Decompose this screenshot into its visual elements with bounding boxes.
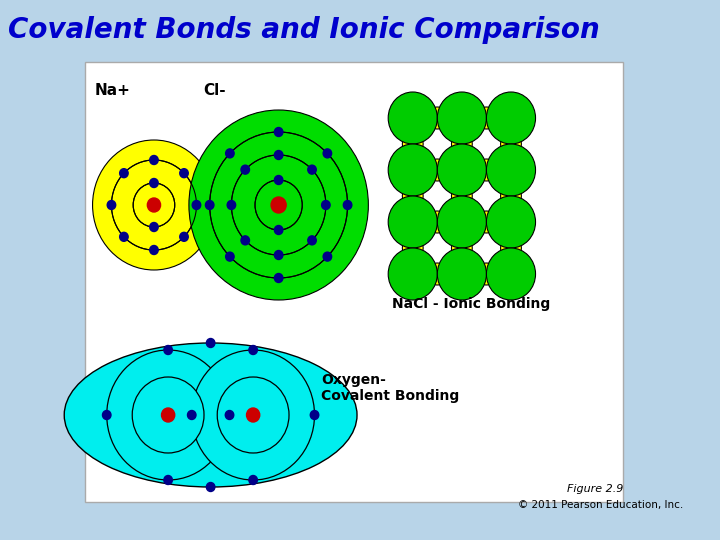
Circle shape	[310, 410, 319, 420]
Circle shape	[402, 185, 423, 207]
Circle shape	[241, 165, 250, 174]
Circle shape	[322, 200, 330, 210]
Circle shape	[274, 151, 283, 159]
Circle shape	[427, 159, 448, 181]
Circle shape	[107, 200, 116, 210]
Circle shape	[271, 197, 286, 213]
Circle shape	[187, 410, 196, 420]
Circle shape	[217, 377, 289, 453]
Circle shape	[120, 168, 128, 178]
Circle shape	[343, 200, 352, 210]
Circle shape	[274, 176, 283, 185]
Circle shape	[388, 248, 437, 300]
Circle shape	[120, 232, 128, 241]
Circle shape	[207, 339, 215, 348]
Circle shape	[112, 160, 197, 250]
Circle shape	[180, 168, 188, 178]
Circle shape	[102, 410, 111, 420]
Circle shape	[249, 346, 257, 354]
Circle shape	[437, 92, 487, 144]
Circle shape	[150, 222, 158, 232]
Circle shape	[150, 179, 158, 187]
Circle shape	[500, 185, 521, 207]
Circle shape	[241, 236, 250, 245]
Ellipse shape	[64, 343, 357, 487]
Circle shape	[451, 185, 472, 207]
Circle shape	[227, 200, 235, 210]
Text: Oxygen-
Covalent Bonding: Oxygen- Covalent Bonding	[321, 373, 459, 403]
Circle shape	[427, 211, 448, 233]
Circle shape	[207, 483, 215, 491]
Circle shape	[255, 180, 302, 230]
Circle shape	[150, 246, 158, 254]
Circle shape	[487, 92, 536, 144]
FancyBboxPatch shape	[85, 62, 624, 502]
Circle shape	[437, 196, 487, 248]
Circle shape	[476, 263, 497, 285]
Circle shape	[164, 476, 172, 484]
Circle shape	[402, 133, 423, 155]
Circle shape	[164, 346, 172, 354]
Circle shape	[476, 159, 497, 181]
Circle shape	[500, 237, 521, 259]
Circle shape	[323, 252, 332, 261]
Circle shape	[307, 236, 316, 245]
Text: Cl-: Cl-	[203, 83, 225, 98]
Circle shape	[192, 350, 315, 480]
Circle shape	[476, 107, 497, 129]
Circle shape	[150, 156, 158, 165]
Circle shape	[225, 410, 234, 420]
Text: Figure 2.9: Figure 2.9	[567, 484, 623, 494]
Circle shape	[402, 237, 423, 259]
Circle shape	[246, 408, 260, 422]
Circle shape	[437, 248, 487, 300]
Circle shape	[274, 226, 283, 234]
Circle shape	[161, 408, 175, 422]
Text: Covalent Bonds and Ionic Comparison: Covalent Bonds and Ionic Comparison	[7, 16, 599, 44]
Circle shape	[249, 476, 257, 484]
Circle shape	[274, 273, 283, 282]
Circle shape	[388, 144, 437, 196]
Circle shape	[500, 133, 521, 155]
Text: Na+: Na+	[94, 83, 130, 98]
Circle shape	[487, 248, 536, 300]
Circle shape	[323, 149, 332, 158]
Circle shape	[388, 196, 437, 248]
Circle shape	[274, 127, 283, 137]
Circle shape	[231, 155, 326, 255]
Circle shape	[487, 196, 536, 248]
Circle shape	[93, 140, 215, 270]
Circle shape	[274, 251, 283, 260]
Circle shape	[107, 350, 230, 480]
Text: NaCl - Ionic Bonding: NaCl - Ionic Bonding	[392, 297, 550, 311]
Circle shape	[225, 252, 234, 261]
Circle shape	[437, 144, 487, 196]
Circle shape	[476, 211, 497, 233]
Circle shape	[132, 377, 204, 453]
Circle shape	[451, 237, 472, 259]
Circle shape	[487, 144, 536, 196]
Circle shape	[205, 200, 214, 210]
Circle shape	[451, 133, 472, 155]
Circle shape	[388, 92, 437, 144]
Circle shape	[225, 149, 234, 158]
Circle shape	[210, 132, 348, 278]
Circle shape	[133, 183, 175, 227]
Circle shape	[148, 198, 161, 212]
Circle shape	[189, 110, 369, 300]
Circle shape	[307, 165, 316, 174]
Circle shape	[427, 107, 448, 129]
Circle shape	[192, 200, 201, 210]
Circle shape	[427, 263, 448, 285]
Text: © 2011 Pearson Education, Inc.: © 2011 Pearson Education, Inc.	[518, 500, 683, 510]
Circle shape	[180, 232, 188, 241]
